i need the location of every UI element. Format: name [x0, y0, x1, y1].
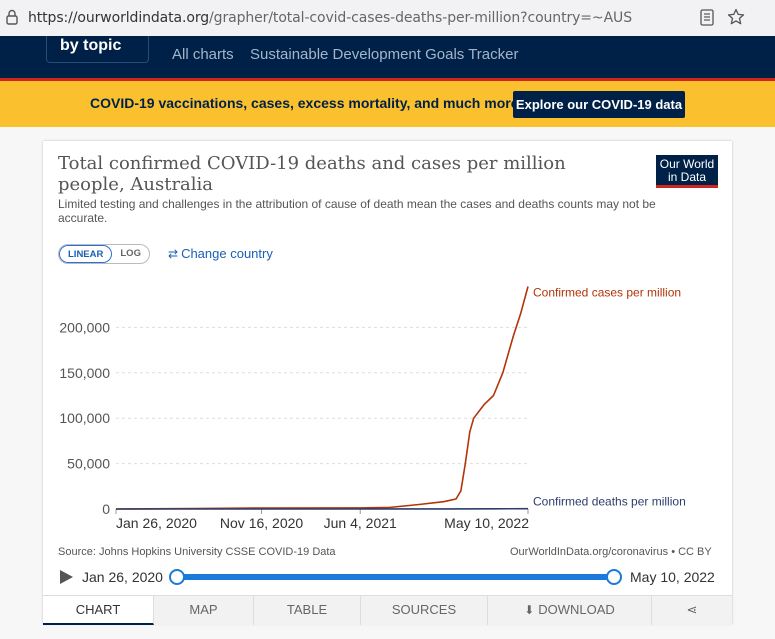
license-note[interactable]: OurWorldInData.org/coronavirus • CC BY — [510, 546, 712, 558]
nav-link-all-charts[interactable]: All charts — [172, 46, 234, 63]
scale-toggle: LINEAR LOG — [58, 244, 150, 264]
change-country-label: Change country — [181, 246, 273, 261]
tab-sources[interactable]: SOURCES — [361, 596, 488, 625]
site-navigation — [0, 36, 775, 78]
timeline-track[interactable] — [177, 574, 614, 580]
series-label-deaths: Confirmed deaths per million — [533, 495, 686, 509]
timeline-start-label: Jan 26, 2020 — [82, 569, 163, 585]
bookmark-star-icon[interactable] — [727, 8, 745, 26]
timeline-end-handle[interactable] — [606, 569, 622, 585]
url-text[interactable]: https://ourworldindata.org/grapher/total… — [28, 10, 632, 26]
tab-download-label: DOWNLOAD — [538, 602, 615, 617]
share-button[interactable]: ⋖ — [652, 596, 732, 625]
url-path: /grapher/total-covid-cases-deaths-per-mi… — [209, 10, 632, 26]
timeline-end-label: May 10, 2022 — [630, 569, 715, 585]
chart-tabs: CHART MAP TABLE SOURCES ⬇ DOWNLOAD ⋖ — [43, 595, 732, 625]
owid-logo[interactable]: Our World in Data — [656, 155, 718, 188]
url-host: https://ourworldindata.org — [28, 10, 210, 26]
browser-url-bar[interactable]: https://ourworldindata.org/grapher/total… — [0, 0, 775, 36]
timeline-start-handle[interactable] — [169, 569, 185, 585]
tab-table[interactable]: TABLE — [254, 596, 361, 625]
nav-accent-line — [0, 78, 775, 81]
reader-view-icon[interactable] — [700, 9, 714, 26]
nav-link-sdg-tracker[interactable]: Sustainable Development Goals Tracker — [250, 46, 519, 63]
chart-series: Confirmed cases per million Confirmed dea… — [115, 286, 686, 510]
explore-covid-data-button[interactable]: Explore our COVID-19 data — [513, 91, 685, 118]
play-icon[interactable] — [59, 569, 74, 585]
share-icon: ⋖ — [686, 602, 698, 617]
chart-grid — [116, 326, 528, 465]
banner-text: COVID-19 vaccinations, cases, excess mor… — [90, 95, 519, 111]
lock-icon — [6, 9, 18, 25]
x-tick-label: Nov 16, 2020 — [220, 515, 303, 531]
change-country-button[interactable]: ⇄ Change country — [168, 246, 273, 261]
series-line-cases — [115, 286, 529, 510]
chart-card — [43, 141, 732, 624]
swap-arrows-icon: ⇄ — [168, 247, 179, 261]
tab-chart[interactable]: CHART — [43, 596, 154, 625]
chart-title: Total confirmed COVID-19 deaths and case… — [58, 153, 566, 195]
y-tick-label: 100,000 — [59, 410, 110, 426]
tab-map[interactable]: MAP — [154, 596, 254, 625]
tab-download[interactable]: ⬇ DOWNLOAD — [488, 596, 652, 625]
x-tick-label: Jan 26, 2020 — [116, 515, 197, 531]
y-tick-label: 150,000 — [59, 365, 110, 381]
x-tick-label: May 10, 2022 — [444, 515, 529, 531]
series-label-cases: Confirmed cases per million — [533, 286, 681, 300]
sources-note: Source: Johns Hopkins University CSSE CO… — [58, 546, 336, 558]
browse-by-topic-button[interactable]: by topic — [46, 36, 149, 63]
chart-axes: 0 50,000 100,000 150,000 200,000 Jan 26, 2020… — [59, 319, 529, 531]
y-tick-label: 200,000 — [59, 319, 110, 335]
x-tick-label: Jun 4, 2021 — [324, 515, 397, 531]
y-tick-label: 0 — [102, 501, 110, 517]
y-tick-label: 50,000 — [67, 456, 110, 472]
download-icon: ⬇ — [524, 603, 535, 617]
linear-scale-button[interactable]: LINEAR — [59, 245, 113, 263]
log-scale-button[interactable]: LOG — [120, 248, 141, 259]
chart-subtitle: Limited testing and challenges in the at… — [58, 197, 656, 225]
